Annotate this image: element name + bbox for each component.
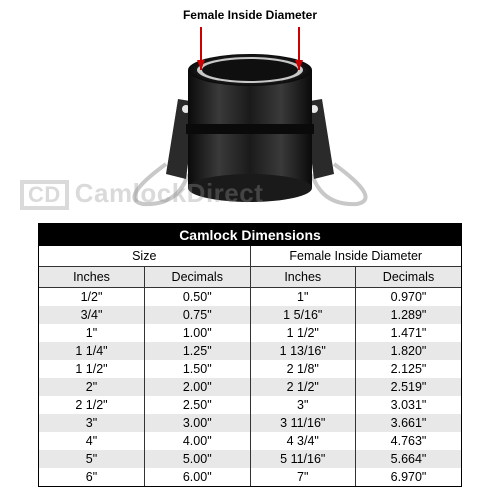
table-row: 2"2.00"2 1/2"2.519" — [39, 378, 461, 396]
table-cell: 1 13/16" — [250, 342, 356, 360]
table-cell: 1 1/2" — [250, 324, 356, 342]
table-cell: 3.00" — [145, 414, 251, 432]
table-cell: 0.75" — [145, 306, 251, 324]
table-cell: 3 11/16" — [250, 414, 356, 432]
table-row: 5"5.00"5 11/16"5.664" — [39, 450, 461, 468]
table-cell: 1.820" — [356, 342, 462, 360]
table-header-row: Inches Decimals Inches Decimals — [39, 267, 461, 288]
superhead-size: Size — [39, 246, 250, 267]
dimensions-table-container: Camlock Dimensions Size Female Inside Di… — [38, 223, 462, 487]
table-cell: 2" — [39, 378, 145, 396]
table-row: 3/4"0.75"1 5/16"1.289" — [39, 306, 461, 324]
superhead-fid: Female Inside Diameter — [250, 246, 461, 267]
table-row: 2 1/2"2.50"3"3.031" — [39, 396, 461, 414]
table-cell: 6.970" — [356, 468, 462, 486]
table-cell: 2 1/2" — [250, 378, 356, 396]
table-cell: 6" — [39, 468, 145, 486]
table-cell: 3/4" — [39, 306, 145, 324]
table-cell: 3" — [250, 396, 356, 414]
diameter-label: Female Inside Diameter — [38, 8, 462, 22]
table-cell: 2.519" — [356, 378, 462, 396]
table-cell: 1 1/4" — [39, 342, 145, 360]
table-row: 1/2"0.50"1"0.970" — [39, 288, 461, 307]
table-cell: 1 1/2" — [39, 360, 145, 378]
table-cell: 1.289" — [356, 306, 462, 324]
table-cell: 1/2" — [39, 288, 145, 307]
table-cell: 1" — [250, 288, 356, 307]
table-cell: 7" — [250, 468, 356, 486]
table-cell: 0.50" — [145, 288, 251, 307]
table-row: 1 1/4"1.25"1 13/16"1.820" — [39, 342, 461, 360]
table-cell: 5.664" — [356, 450, 462, 468]
table-cell: 3.661" — [356, 414, 462, 432]
col-decimals-2: Decimals — [356, 267, 462, 288]
table-cell: 4.763" — [356, 432, 462, 450]
table-cell: 2.125" — [356, 360, 462, 378]
table-cell: 2.50" — [145, 396, 251, 414]
table-row: 1 1/2"1.50"2 1/8"2.125" — [39, 360, 461, 378]
table-cell: 2 1/2" — [39, 396, 145, 414]
fitting-illustration — [38, 24, 462, 219]
table-cell: 5 11/16" — [250, 450, 356, 468]
table-cell: 1.471" — [356, 324, 462, 342]
table-cell: 1.50" — [145, 360, 251, 378]
table-row: 1"1.00"1 1/2"1.471" — [39, 324, 461, 342]
table-cell: 2 1/8" — [250, 360, 356, 378]
table-cell: 3" — [39, 414, 145, 432]
table-cell: 1" — [39, 324, 145, 342]
col-decimals-1: Decimals — [145, 267, 251, 288]
table-cell: 4 3/4" — [250, 432, 356, 450]
table-cell: 1 5/16" — [250, 306, 356, 324]
col-inches-2: Inches — [250, 267, 356, 288]
table-row: 6"6.00"7"6.970" — [39, 468, 461, 486]
table-cell: 5" — [39, 450, 145, 468]
col-inches-1: Inches — [39, 267, 145, 288]
table-cell: 5.00" — [145, 450, 251, 468]
table-cell: 4.00" — [145, 432, 251, 450]
table-cell: 1.00" — [145, 324, 251, 342]
table-title: Camlock Dimensions — [39, 224, 461, 246]
table-cell: 3.031" — [356, 396, 462, 414]
dimensions-table: Size Female Inside Diameter Inches Decim… — [39, 246, 461, 486]
table-row: 3"3.00"3 11/16"3.661" — [39, 414, 461, 432]
table-cell: 1.25" — [145, 342, 251, 360]
table-superheader-row: Size Female Inside Diameter — [39, 246, 461, 267]
table-cell: 2.00" — [145, 378, 251, 396]
table-cell: 6.00" — [145, 468, 251, 486]
table-row: 4"4.00"4 3/4"4.763" — [39, 432, 461, 450]
table-cell: 4" — [39, 432, 145, 450]
dimension-diagram: Female Inside Diameter — [38, 8, 462, 223]
table-cell: 0.970" — [356, 288, 462, 307]
